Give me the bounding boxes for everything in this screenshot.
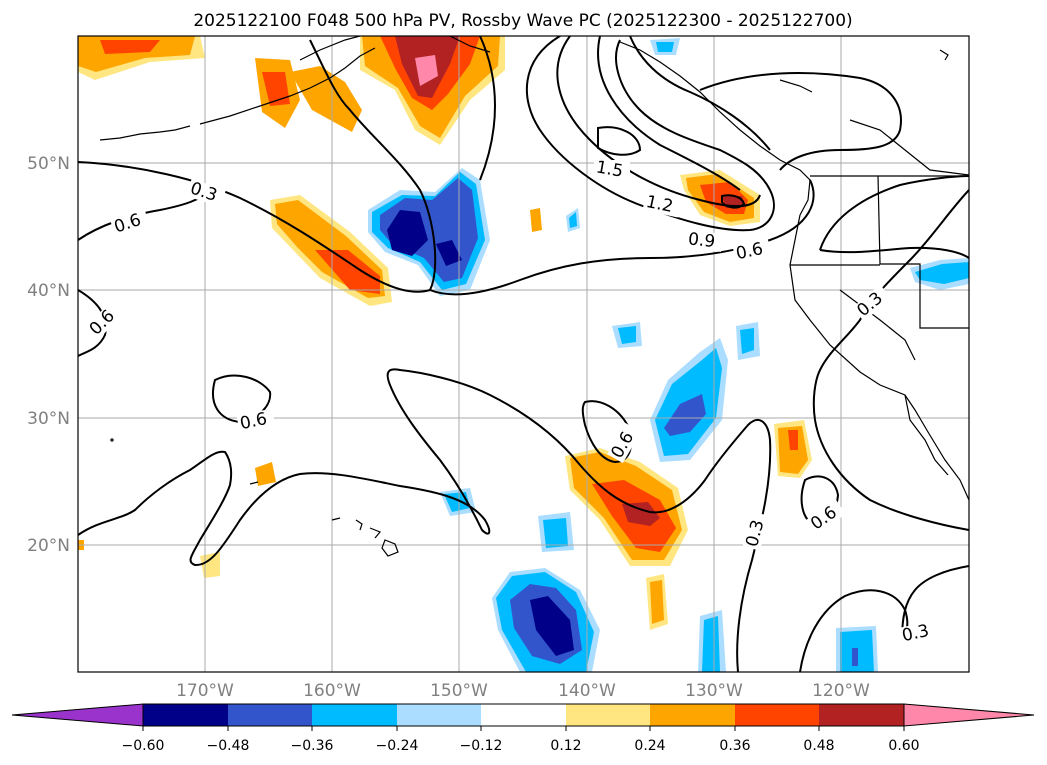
lat-label: 20°N	[27, 536, 70, 556]
lon-label: 170°W	[176, 681, 234, 701]
contour-label: 0.9	[687, 229, 716, 252]
colorbar-tick-label: −0.24	[376, 738, 419, 754]
colorbar-segment	[735, 704, 819, 726]
colorbar-tick-label: −0.12	[460, 738, 503, 754]
lat-label: 40°N	[27, 281, 70, 301]
islands	[110, 438, 399, 557]
colorbar-under-arrow	[11, 703, 144, 727]
colorbar-segment	[312, 704, 397, 726]
contour-label: 1.5	[595, 157, 625, 181]
colorbar-tick-label: −0.48	[207, 738, 250, 754]
lon-labels: 170°W 160°W 150°W 140°W 130°W 120°W	[176, 681, 870, 701]
map-frame	[77, 35, 970, 673]
lon-label: 140°W	[558, 681, 616, 701]
map-title: 2025122100 F048 500 hPa PV, Rossby Wave …	[193, 11, 852, 31]
lon-label: 120°W	[812, 681, 870, 701]
lat-label: 30°N	[27, 409, 70, 429]
lon-label: 150°W	[430, 681, 488, 701]
colorbar-segment	[819, 704, 904, 726]
colorbar: −0.60 −0.48 −0.36 −0.24 −0.12 0.12 0.24 …	[11, 703, 1035, 754]
colorbar-tick-label: 0.48	[803, 738, 834, 754]
plot-area: 0.3 0.6 1.5 1.2 0.9 0.6 0.6 0.3 0.6 0.6 …	[78, 36, 969, 672]
colorbar-tick-label: −0.36	[291, 738, 334, 754]
colorbar-tick-label: 0.36	[719, 738, 750, 754]
lon-label: 130°W	[685, 681, 743, 701]
colorbar-segment	[143, 704, 228, 726]
colorbar-segment	[650, 704, 735, 726]
colorbar-tick-label: −0.60	[122, 738, 165, 754]
coastlines	[99, 36, 969, 501]
colorbar-segment	[566, 704, 650, 726]
colorbar-tick-label: 0.12	[550, 738, 581, 754]
lon-label: 160°W	[303, 681, 361, 701]
colorbar-segment	[397, 704, 481, 726]
colorbar-tick-label: 0.60	[888, 738, 919, 754]
lat-labels: 50°N 40°N 30°N 20°N	[27, 154, 70, 556]
colorbar-tick-label: 0.24	[634, 738, 665, 754]
lat-label: 50°N	[27, 154, 70, 174]
colorbar-segment	[481, 704, 566, 726]
colorbar-segment	[228, 704, 312, 726]
graticule	[78, 36, 969, 672]
colorbar-over-arrow	[903, 703, 1035, 727]
